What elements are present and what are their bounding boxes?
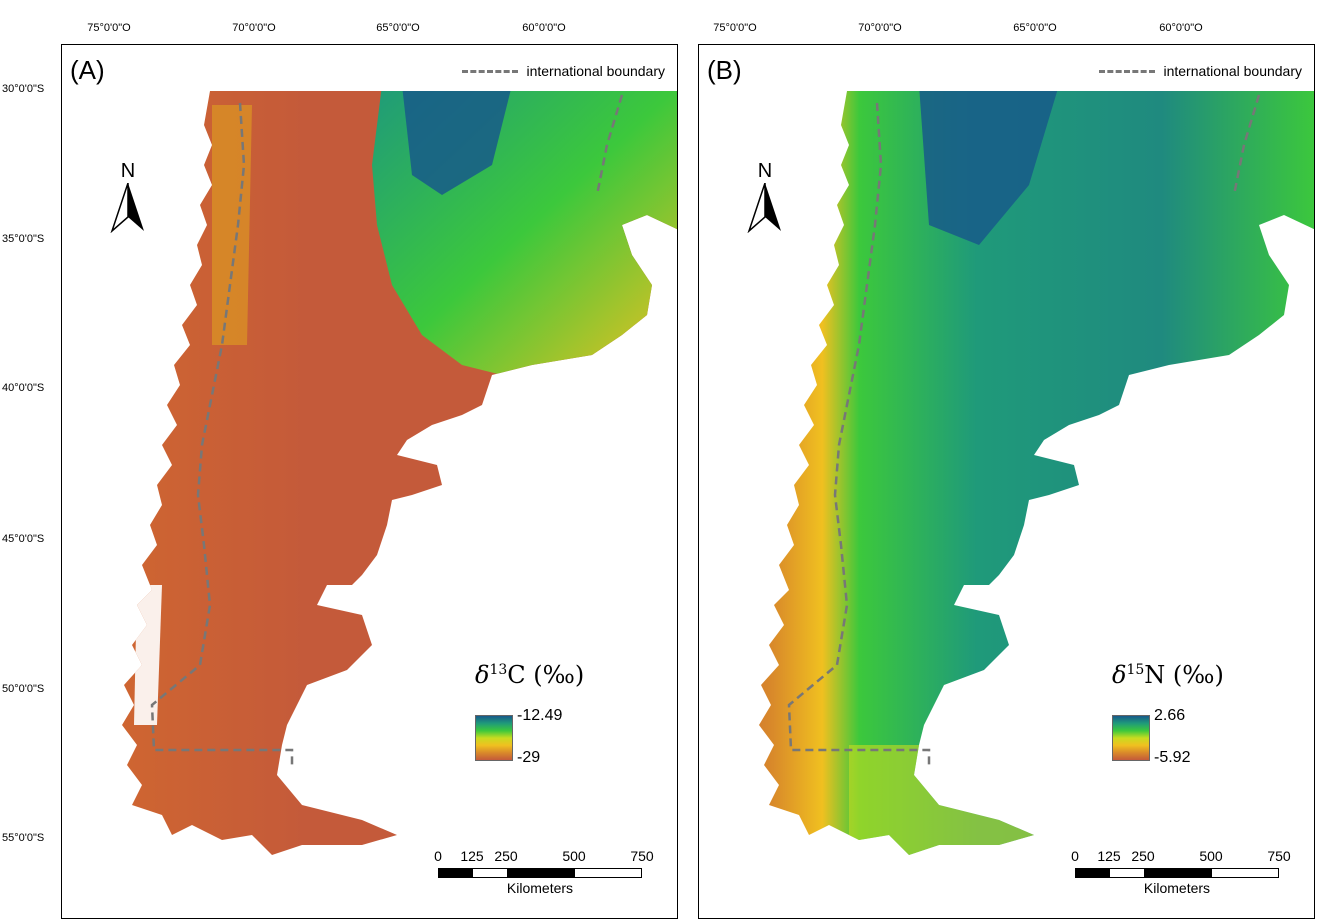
scale-tick: 750 [1267, 848, 1291, 864]
boundary-legend: international boundary [462, 63, 665, 79]
lat-label: 40°0'0"S [2, 382, 45, 394]
lon-label: 70°0'0"O [232, 22, 276, 34]
isotope-mass: 15 [1126, 662, 1145, 678]
lon-label: 75°0'0"O [713, 22, 757, 34]
scale-bar-graphic [1075, 868, 1279, 878]
legend-min: -5.92 [1154, 749, 1191, 766]
scale-tick: 0 [434, 848, 442, 864]
lat-label: 35°0'0"S [2, 233, 45, 245]
map-panel-a: (A) international boundary N δ13C (‰) -1… [61, 44, 678, 919]
legend-max: -12.49 [517, 707, 563, 724]
map-panel-b: (B) international boundary N δ15N (‰) 2.… [698, 44, 1315, 919]
lat-label: 50°0'0"S [2, 683, 45, 695]
north-label: N [757, 160, 773, 182]
color-ramp [475, 715, 513, 761]
unit-label: (‰) [533, 661, 585, 689]
scale-tick: 125 [460, 848, 484, 864]
lat-label: 45°0'0"S [2, 533, 45, 545]
scale-bar: 0 125 250 500 750 Kilometers [1071, 840, 1291, 900]
scale-unit: Kilometers [1143, 880, 1211, 896]
scale-unit: Kilometers [506, 880, 574, 896]
element-symbol: N [1144, 661, 1166, 689]
map-canvas-b [759, 91, 1314, 855]
boundary-legend-label: international boundary [1163, 63, 1302, 79]
scale-tick: 125 [1097, 848, 1121, 864]
scale-tick: 250 [1131, 848, 1155, 864]
scale-bar-graphic [438, 868, 642, 878]
scale-tick: 0 [1071, 848, 1079, 864]
legend-title: δ15N (‰) [1112, 661, 1224, 689]
lat-label: 55°0'0"S [2, 832, 45, 844]
delta-symbol: δ [475, 661, 490, 689]
unit-label: (‰) [1172, 661, 1224, 689]
delta-symbol: δ [1112, 661, 1127, 689]
north-label: N [120, 160, 136, 182]
color-ramp [1112, 715, 1150, 761]
north-arrow: N [747, 160, 783, 240]
dashed-line-icon [1099, 69, 1156, 73]
north-arrow: N [110, 160, 146, 240]
panel-label: (A) [70, 55, 105, 85]
scale-tick: 500 [1199, 848, 1223, 864]
lat-label: 30°0'0"S [2, 83, 45, 95]
color-legend: δ13C (‰) -12.49 -29 [457, 645, 607, 785]
legend-title: δ13C (‰) [475, 661, 584, 689]
scale-tick: 250 [494, 848, 518, 864]
element-symbol: C [507, 661, 526, 689]
isotope-mass: 13 [489, 662, 508, 678]
legend-min: -29 [517, 749, 541, 766]
lon-label: 65°0'0"O [376, 22, 420, 34]
lon-label: 60°0'0"O [1159, 22, 1203, 34]
north-arrow-icon [110, 182, 144, 234]
lon-label: 75°0'0"O [87, 22, 131, 34]
north-arrow-icon [747, 182, 781, 234]
scale-bar: 0 125 250 500 750 Kilometers [434, 840, 654, 900]
map-canvas-a [122, 91, 677, 855]
dashed-line-icon [462, 69, 519, 73]
boundary-legend-label: international boundary [526, 63, 665, 79]
scale-tick: 750 [630, 848, 654, 864]
color-legend: δ15N (‰) 2.66 -5.92 [1094, 645, 1244, 785]
scale-tick: 500 [562, 848, 586, 864]
panel-label: (B) [707, 55, 742, 85]
legend-max: 2.66 [1154, 707, 1186, 724]
boundary-legend: international boundary [1099, 63, 1302, 79]
lon-label: 60°0'0"O [522, 22, 566, 34]
lon-label: 70°0'0"O [858, 22, 902, 34]
lon-label: 65°0'0"O [1013, 22, 1057, 34]
